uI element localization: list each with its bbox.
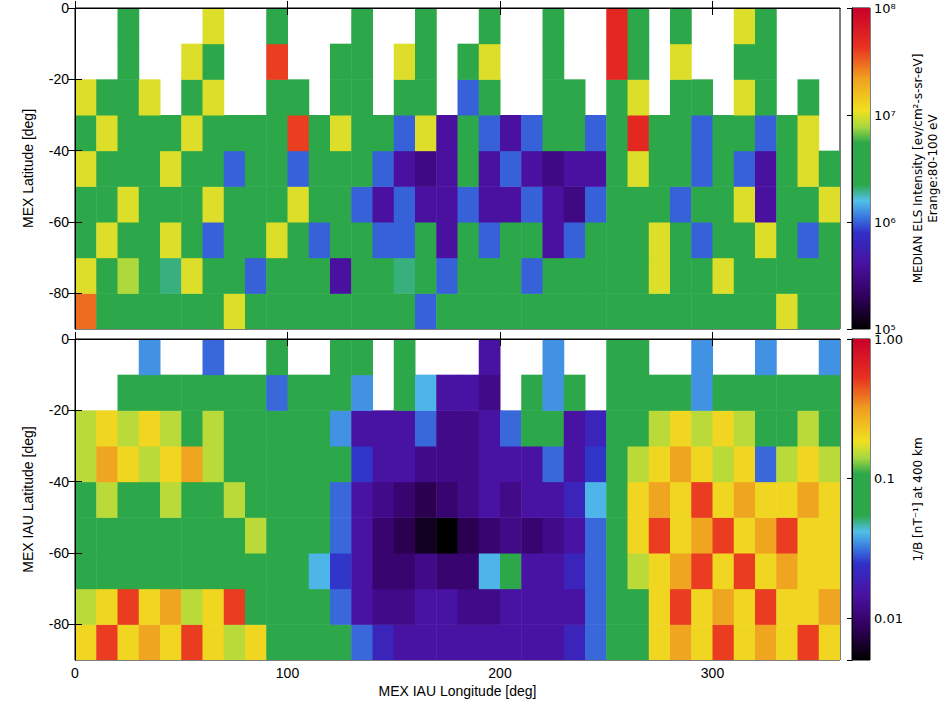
svg-text:1.00: 1.00 bbox=[874, 332, 903, 347]
svg-text:MEX IAU Latitude [deg]: MEX IAU Latitude [deg] bbox=[20, 426, 36, 572]
svg-text:0.01: 0.01 bbox=[874, 611, 903, 626]
svg-text:200: 200 bbox=[488, 665, 512, 681]
svg-text:Erange:80-100 eV: Erange:80-100 eV bbox=[926, 114, 940, 223]
svg-text:MEX IAU Longitude [deg]: MEX IAU Longitude [deg] bbox=[379, 683, 537, 699]
svg-text:-20: -20 bbox=[49, 402, 69, 418]
svg-text:-60: -60 bbox=[49, 214, 69, 230]
svg-text:MEX Latitude [deg]: MEX Latitude [deg] bbox=[20, 109, 36, 228]
svg-text:-40: -40 bbox=[49, 474, 69, 490]
svg-text:100: 100 bbox=[276, 665, 300, 681]
svg-text:10⁵: 10⁵ bbox=[874, 321, 896, 337]
svg-text:0.1: 0.1 bbox=[874, 471, 895, 486]
svg-text:1/B [nT⁻¹] at 400 km: 1/B [nT⁻¹] at 400 km bbox=[911, 437, 925, 561]
svg-text:0: 0 bbox=[61, 0, 69, 16]
svg-text:10⁸: 10⁸ bbox=[874, 1, 896, 16]
svg-text:-60: -60 bbox=[49, 545, 69, 561]
svg-text:-80: -80 bbox=[49, 616, 69, 632]
svg-text:10⁶: 10⁶ bbox=[874, 215, 896, 230]
svg-text:-80: -80 bbox=[49, 285, 69, 301]
svg-text:-40: -40 bbox=[49, 143, 69, 159]
svg-text:300: 300 bbox=[701, 665, 725, 681]
svg-text:MEDIAN ELS Intensity [ev/cm²-s: MEDIAN ELS Intensity [ev/cm²-s-sr-eV] bbox=[911, 54, 925, 284]
svg-text:0: 0 bbox=[71, 665, 79, 681]
svg-text:0: 0 bbox=[61, 331, 69, 347]
svg-text:-20: -20 bbox=[49, 71, 69, 87]
svg-text:10⁷: 10⁷ bbox=[874, 108, 896, 123]
